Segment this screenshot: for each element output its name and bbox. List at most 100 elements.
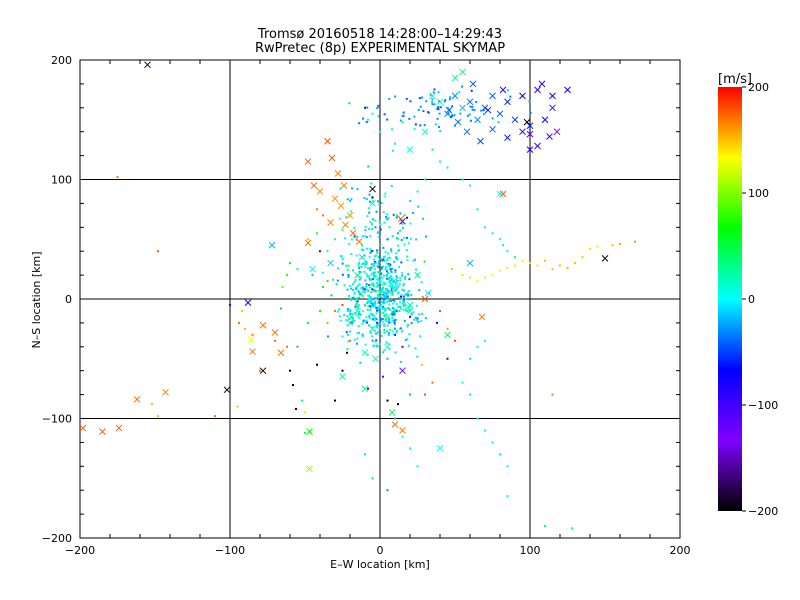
data-point xyxy=(367,118,369,121)
data-cross xyxy=(406,307,414,315)
data-point xyxy=(398,229,401,232)
data-point xyxy=(385,277,388,280)
data-point xyxy=(469,357,471,360)
data-point xyxy=(425,235,428,238)
data-cross xyxy=(304,239,312,247)
data-cross xyxy=(399,367,406,375)
data-point xyxy=(356,332,359,335)
data-point xyxy=(372,344,375,347)
data-cross xyxy=(358,253,366,261)
data-point xyxy=(346,308,349,311)
data-point xyxy=(362,310,365,313)
data-point xyxy=(351,319,354,322)
data-point xyxy=(431,98,434,101)
data-point xyxy=(341,335,344,338)
data-point xyxy=(360,292,363,295)
data-point xyxy=(363,291,366,294)
data-point xyxy=(347,340,350,343)
data-point xyxy=(396,279,399,282)
data-point xyxy=(384,309,387,312)
data-point xyxy=(371,112,374,115)
data-point xyxy=(372,264,375,267)
data-point xyxy=(307,321,309,324)
data-cross xyxy=(444,110,451,118)
data-point xyxy=(415,318,418,321)
data-point xyxy=(363,320,366,323)
data-cross xyxy=(223,386,231,394)
data-point xyxy=(412,259,415,262)
data-point xyxy=(387,290,390,293)
data-point xyxy=(378,235,381,238)
data-point xyxy=(366,300,369,303)
data-point xyxy=(286,274,288,277)
data-point xyxy=(366,106,369,109)
data-point xyxy=(634,240,636,243)
data-point xyxy=(424,317,427,320)
data-point xyxy=(389,291,392,294)
data-point xyxy=(338,308,341,311)
data-point xyxy=(370,222,373,225)
data-cross xyxy=(376,289,384,297)
data-point xyxy=(476,345,479,348)
data-point xyxy=(388,97,391,100)
data-point xyxy=(378,271,381,274)
data-point xyxy=(376,249,379,252)
data-point xyxy=(469,393,471,396)
data-point xyxy=(358,270,361,273)
data-point xyxy=(407,273,410,276)
data-point xyxy=(397,237,400,240)
data-point xyxy=(393,321,396,324)
data-cross xyxy=(496,190,504,198)
data-point xyxy=(399,307,402,310)
data-point xyxy=(403,243,406,246)
colorbar-tick-label: 100 xyxy=(748,187,769,200)
data-point xyxy=(440,106,443,109)
data-point xyxy=(353,292,356,295)
data-cross xyxy=(327,219,334,226)
data-point xyxy=(574,262,576,265)
data-point xyxy=(381,259,384,262)
data-cross xyxy=(249,348,256,355)
data-point xyxy=(352,283,355,286)
data-point xyxy=(408,289,411,292)
data-point xyxy=(416,355,419,358)
data-point xyxy=(352,317,355,320)
data-point xyxy=(362,249,365,252)
data-point xyxy=(377,295,380,298)
data-cross xyxy=(499,86,507,94)
data-cross xyxy=(406,146,414,153)
data-point xyxy=(393,300,396,303)
data-point xyxy=(358,278,361,281)
data-point xyxy=(392,319,395,322)
data-point xyxy=(390,278,393,281)
data-point xyxy=(611,244,614,247)
data-point xyxy=(376,284,379,287)
data-point xyxy=(404,304,407,307)
data-point xyxy=(431,101,434,104)
data-point xyxy=(348,242,351,245)
data-point xyxy=(544,259,546,262)
data-point xyxy=(404,278,407,281)
data-point xyxy=(330,294,333,297)
data-point xyxy=(396,214,399,217)
data-point xyxy=(406,291,409,294)
data-point xyxy=(377,302,380,305)
x-axis-label: E–W location [km] xyxy=(330,558,430,571)
data-point xyxy=(406,255,409,258)
data-point xyxy=(405,236,408,239)
data-point xyxy=(301,399,303,402)
data-point xyxy=(450,114,453,117)
data-point xyxy=(379,281,382,284)
data-point xyxy=(346,288,349,291)
data-point xyxy=(336,279,339,282)
data-cross xyxy=(424,289,432,297)
data-point xyxy=(509,95,512,98)
data-point xyxy=(443,100,446,103)
data-point xyxy=(402,302,405,305)
data-point xyxy=(453,124,456,127)
data-point xyxy=(351,297,354,300)
data-cross xyxy=(340,182,348,189)
data-point xyxy=(366,274,369,277)
data-point xyxy=(363,234,366,237)
data-point xyxy=(372,271,375,274)
